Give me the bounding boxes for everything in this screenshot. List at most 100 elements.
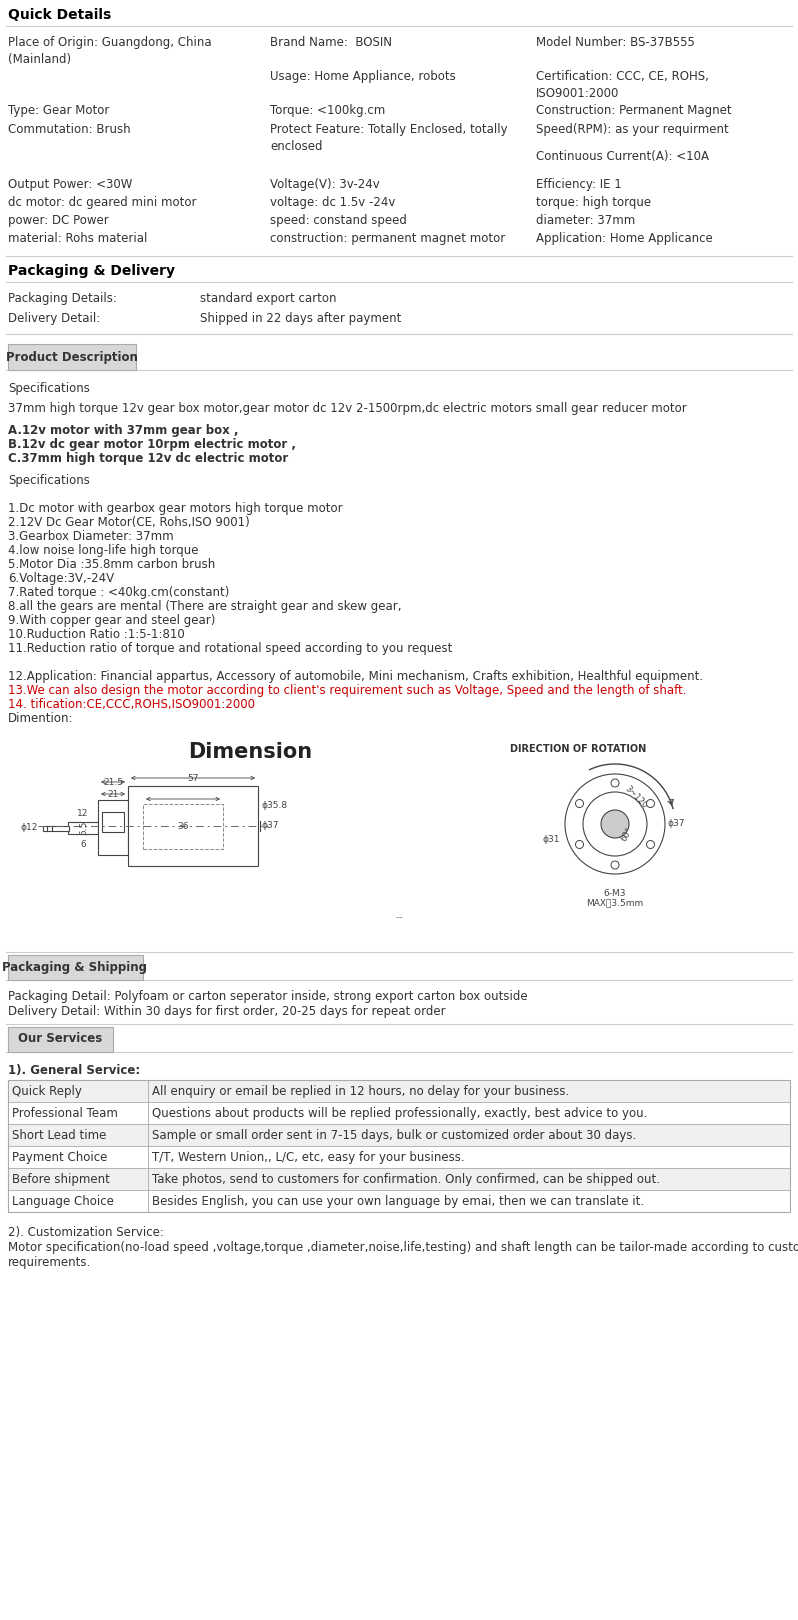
Text: material: Rohs material: material: Rohs material [8,232,148,245]
Text: 8.all the gears are mental (There are straight gear and skew gear,: 8.all the gears are mental (There are st… [8,599,401,612]
Text: Speed(RPM): as your requirment: Speed(RPM): as your requirment [536,123,729,136]
Text: Model Number: BS-37B555: Model Number: BS-37B555 [536,36,695,49]
Circle shape [611,860,619,868]
Text: T/T, Western Union,, L/C, etc, easy for your business.: T/T, Western Union,, L/C, etc, easy for … [152,1150,464,1165]
Text: 7.Rated torque : <40kg.cm(constant): 7.Rated torque : <40kg.cm(constant) [8,586,229,599]
Text: ϕ31: ϕ31 [543,836,560,844]
Text: Before shipment: Before shipment [12,1173,110,1186]
Text: dc motor: dc geared mini motor: dc motor: dc geared mini motor [8,196,196,209]
Bar [8,343,136,369]
Text: 6-M3: 6-M3 [604,889,626,897]
Text: 4.low noise long-life high torque: 4.low noise long-life high torque [8,544,199,557]
Text: Our Services: Our Services [18,1032,102,1045]
Bar [8,1168,790,1191]
Text: power: DC Power: power: DC Power [8,214,109,227]
Text: Packaging & Shipping: Packaging & Shipping [2,961,148,974]
Text: torque: high torque: torque: high torque [536,196,651,209]
Text: Protect Feature: Totally Enclosed, totally
enclosed: Protect Feature: Totally Enclosed, total… [270,123,508,152]
Text: C.37mm high torque 12v dc electric motor: C.37mm high torque 12v dc electric motor [8,452,288,465]
Text: 5.Motor Dia :35.8mm carbon brush: 5.Motor Dia :35.8mm carbon brush [8,557,215,570]
Text: Motor specification(no-load speed ,voltage,torque ,diameter,noise,life,testing) : Motor specification(no-load speed ,volta… [8,1241,798,1254]
Text: Brand Name:  BOSIN: Brand Name: BOSIN [270,36,392,49]
Text: Quick Details: Quick Details [8,8,111,23]
Text: ϕ12: ϕ12 [21,823,38,833]
Text: 11.Reduction ratio of torque and rotational speed according to you request: 11.Reduction ratio of torque and rotatio… [8,642,452,654]
Text: Delivery Detail:: Delivery Detail: [8,313,101,326]
Text: 57: 57 [188,774,199,782]
Circle shape [611,779,619,787]
Bar [68,821,98,834]
Text: construction: permanent magnet motor: construction: permanent magnet motor [270,232,505,245]
Text: Efficiency: IE 1: Efficiency: IE 1 [536,178,622,191]
Text: Shipped in 22 days after payment: Shipped in 22 days after payment [200,313,401,326]
Circle shape [646,800,654,807]
Text: Besides English, you can use your own language by emai, then we can translate it: Besides English, you can use your own la… [152,1196,644,1209]
Bar [8,1081,790,1212]
Text: 36: 36 [177,821,189,831]
Bar [143,804,223,849]
Bar [8,1081,790,1102]
Text: Dimension: Dimension [188,742,312,761]
Text: Construction: Permanent Magnet: Construction: Permanent Magnet [536,104,732,117]
Text: 13.We can also design the motor according to client's requirement such as Voltag: 13.We can also design the motor accordin… [8,684,686,697]
Text: A.12v motor with 37mm gear box ,: A.12v motor with 37mm gear box , [8,424,239,437]
Text: B.12v dc gear motor 10rpm electric motor ,: B.12v dc gear motor 10rpm electric motor… [8,437,296,450]
Text: diameter: 37mm: diameter: 37mm [536,214,635,227]
Bar [43,826,69,831]
Bar [128,786,258,867]
Text: speed: constand speed: speed: constand speed [270,214,407,227]
Text: Packaging & Delivery: Packaging & Delivery [8,264,175,279]
Text: Specifications: Specifications [8,382,90,395]
Text: 1). General Service:: 1). General Service: [8,1064,140,1077]
Text: Output Power: <30W: Output Power: <30W [8,178,132,191]
Text: 2.12V Dc Gear Motor(CE, Rohs,ISO 9001): 2.12V Dc Gear Motor(CE, Rohs,ISO 9001) [8,517,250,530]
Text: 5.5: 5.5 [79,820,88,834]
Text: ϕ37: ϕ37 [668,820,685,828]
Text: Professional Team: Professional Team [12,1106,118,1119]
Text: 12: 12 [77,808,89,818]
Text: Torque: <100kg.cm: Torque: <100kg.cm [270,104,385,117]
Bar [8,956,143,980]
Bar [98,800,128,855]
Text: Type: Gear Motor: Type: Gear Motor [8,104,109,117]
Text: voltage: dc 1.5v -24v: voltage: dc 1.5v -24v [270,196,395,209]
Text: 3.Gearbox Diameter: 37mm: 3.Gearbox Diameter: 37mm [8,530,174,543]
Bar [8,1027,113,1051]
Text: 1.Dc motor with gearbox gear motors high torque motor: 1.Dc motor with gearbox gear motors high… [8,502,342,515]
Text: Payment Choice: Payment Choice [12,1150,108,1165]
Text: 12.Application: Financial appartus, Accessory of automobile, Mini mechanism, Cra: 12.Application: Financial appartus, Acce… [8,671,703,684]
Text: Short Lead time: Short Lead time [12,1129,106,1142]
Circle shape [646,841,654,849]
Text: Packaging Details:: Packaging Details: [8,292,117,305]
Text: Questions about products will be replied professionally, exactly, best advice to: Questions about products will be replied… [152,1106,647,1119]
Bar [8,1191,790,1212]
Circle shape [601,810,629,838]
Text: 9.With copper gear and steel gear): 9.With copper gear and steel gear) [8,614,215,627]
Text: Delivery Detail: Within 30 days for first order, 20-25 days for repeat order: Delivery Detail: Within 30 days for firs… [8,1004,445,1017]
Circle shape [575,800,583,807]
Text: Commutation: Brush: Commutation: Brush [8,123,131,136]
Text: MAX深3.5mm: MAX深3.5mm [587,897,644,907]
Text: 6: 6 [80,841,86,849]
Text: 10.Ruduction Ratio :1:5-1:810: 10.Ruduction Ratio :1:5-1:810 [8,629,185,642]
Circle shape [575,841,583,849]
Text: All enquiry or email be replied in 12 hours, no delay for your business.: All enquiry or email be replied in 12 ho… [152,1085,569,1098]
Text: standard export carton: standard export carton [200,292,337,305]
Text: Sample or small order sent in 7-15 days, bulk or customized order about 30 days.: Sample or small order sent in 7-15 days,… [152,1129,636,1142]
Text: 6.Voltage:3V,-24V: 6.Voltage:3V,-24V [8,572,114,585]
Text: Continuous Current(A): <10A: Continuous Current(A): <10A [536,151,709,164]
Bar [102,812,124,833]
Text: 7: 7 [668,800,674,808]
Text: 21.5: 21.5 [103,778,123,787]
Text: Application: Home Applicance: Application: Home Applicance [536,232,713,245]
Text: 60°: 60° [619,825,634,842]
Circle shape [565,774,665,875]
Text: Voltage(V): 3v-24v: Voltage(V): 3v-24v [270,178,380,191]
Text: 37mm high torque 12v gear box motor,gear motor dc 12v 2-1500rpm,dc electric moto: 37mm high torque 12v gear box motor,gear… [8,402,687,415]
Text: ϕ35.8: ϕ35.8 [261,800,287,810]
Text: Language Choice: Language Choice [12,1196,114,1209]
Text: Usage: Home Appliance, robots: Usage: Home Appliance, robots [270,70,456,83]
Text: 2). Customization Service:: 2). Customization Service: [8,1226,164,1239]
Text: Specifications: Specifications [8,475,90,488]
Text: Product Description: Product Description [6,350,138,363]
